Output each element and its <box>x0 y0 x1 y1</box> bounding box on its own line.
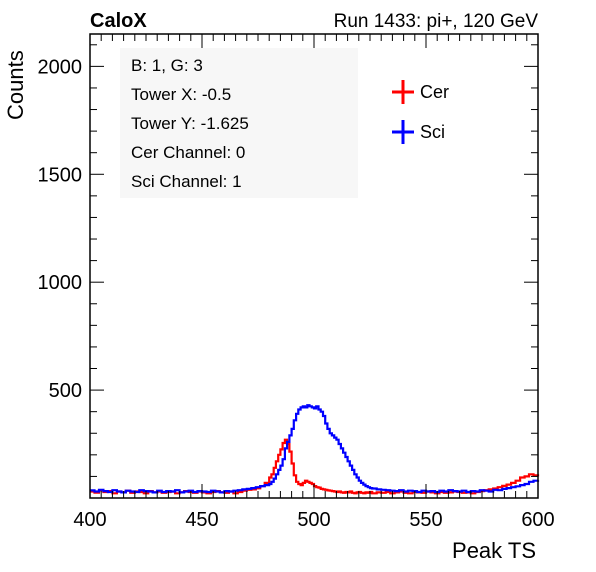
legend-label-sci: Sci <box>420 122 445 142</box>
series-layer <box>90 404 540 495</box>
x-tick-label: 500 <box>297 509 330 531</box>
legend: Cer Sci <box>392 80 449 144</box>
info-line-sci-channel: Sci Channel: 1 <box>131 172 242 191</box>
y-axis-title: Counts <box>3 50 28 120</box>
header-left: CaloX <box>90 10 147 32</box>
info-line-tower-y: Tower Y: -1.625 <box>131 114 249 133</box>
info-box <box>120 48 358 198</box>
header-right: Run 1433: pi+, 120 GeV <box>334 11 539 32</box>
y-tick-label: 1500 <box>38 164 83 186</box>
legend-marker-sci <box>392 120 414 144</box>
legend-marker-cer <box>392 80 414 104</box>
info-line-tower-x: Tower X: -0.5 <box>131 85 231 104</box>
x-tick-label: 600 <box>521 509 554 531</box>
x-axis-title: Peak TS <box>452 538 536 563</box>
x-tick-label: 450 <box>185 509 218 531</box>
legend-label-cer: Cer <box>420 82 449 102</box>
info-line-board: B: 1, G: 3 <box>131 56 203 75</box>
info-line-cer-channel: Cer Channel: 0 <box>131 143 245 162</box>
ticks-layer <box>89 34 539 499</box>
y-tick-label: 1000 <box>38 272 83 294</box>
x-tick-label: 400 <box>73 509 106 531</box>
tick-labels-layer: 400 450 500 550 600 500 1000 1500 2000 <box>38 56 555 531</box>
y-tick-label: 2000 <box>38 56 83 78</box>
x-tick-label: 550 <box>409 509 442 531</box>
y-tick-label: 500 <box>49 380 82 402</box>
series-sci-line <box>90 404 540 494</box>
